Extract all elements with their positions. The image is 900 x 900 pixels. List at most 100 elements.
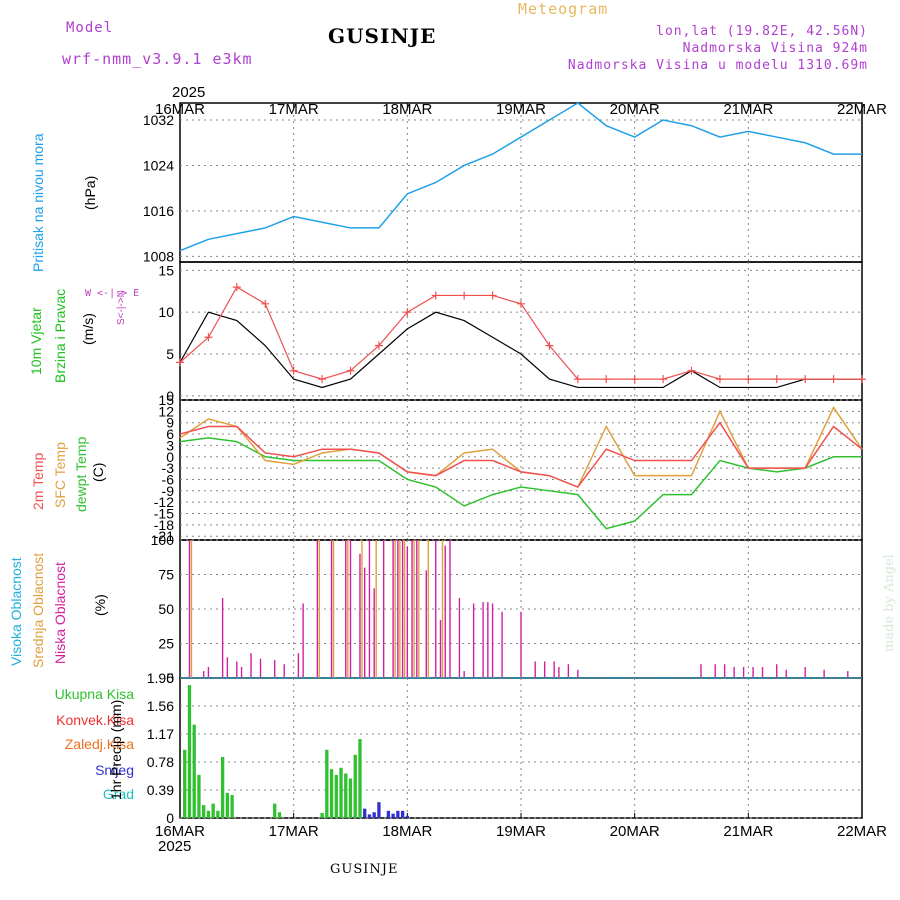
- model-label: Model: [66, 20, 114, 36]
- wind-speed-marker: [289, 366, 298, 375]
- pressure-y-tick-label: 1008: [143, 248, 174, 264]
- meteogram-label: Meteogram: [518, 0, 609, 18]
- x-tick-label-top: 18MAR: [382, 101, 432, 118]
- wind-speed-marker: [744, 375, 753, 384]
- wind-speed-marker: [374, 341, 383, 350]
- legend-hail: Grad: [102, 786, 134, 802]
- wind-speed-marker: [687, 366, 696, 375]
- temp-y-tick-label: -9: [162, 483, 175, 499]
- pressure-y-tick-label: 1032: [143, 112, 174, 128]
- wind-speed-marker: [573, 375, 582, 384]
- temp-y-tick-label: -21: [154, 528, 174, 544]
- legend-snow: Snijeg: [95, 762, 134, 778]
- wind-speed-marker: [460, 291, 469, 300]
- precip-bar-ukupna-kisa: [334, 774, 338, 818]
- precip-y-tick-label: 1.17: [147, 726, 174, 742]
- cloud-y-tick-label: 100: [151, 532, 175, 548]
- wind-speed-marker: [829, 375, 838, 384]
- lonlat-label: lon,lat (19.82E, 42.56N): [656, 24, 868, 39]
- temp-y-tick-label: -12: [154, 494, 174, 510]
- precip-bar-ukupna-kisa: [216, 810, 220, 818]
- wind-y-tick-label: 10: [158, 304, 174, 320]
- wind-speed-marker: [772, 375, 781, 384]
- x-tick-label-bottom: 20MAR: [610, 823, 660, 840]
- temp-y-tick-label: -15: [154, 506, 174, 522]
- precip-bar-ukupna-kisa: [273, 803, 277, 818]
- temp-y-tick-label: 6: [166, 426, 174, 442]
- temp2m-line: [179, 421, 863, 488]
- model-name: wrf-nmm_v3.9.1 e3km: [62, 50, 253, 68]
- precip-bar-ukupna-kisa: [192, 724, 196, 818]
- cloud-y-tick-label: 25: [158, 636, 174, 652]
- legend-frz-precip: Zaledj.Kisa: [64, 736, 134, 752]
- wind-speed-marker: [488, 291, 497, 300]
- x-tick-label-top: 19MAR: [496, 101, 546, 118]
- precip-bar-ukupna-kisa: [353, 754, 357, 818]
- precip-y-tick-label: 1.95: [147, 670, 174, 686]
- model-elevation-label: Nadmorska Visina u modelu 1310.69m: [567, 58, 868, 73]
- x-tick-label-bottom: 17MAR: [269, 823, 319, 840]
- x-tick-label-top: 22MAR: [837, 101, 887, 118]
- precip-y-tick-label: 0: [166, 810, 174, 826]
- precip-bar-ukupna-kisa: [358, 739, 362, 818]
- precip-bar-ukupna-kisa: [220, 756, 225, 818]
- precip-y-tick-label: 1.56: [147, 698, 174, 714]
- wind-gust-line: [179, 311, 862, 389]
- temp-y-tick-label: 9: [166, 415, 174, 431]
- temp-y-tick-label: 3: [166, 437, 174, 453]
- wind-speed-marker: [630, 375, 639, 384]
- wind-speed-marker: [176, 358, 184, 367]
- temp-y-tick-label: -6: [162, 471, 175, 487]
- compass-we: W <-|-> E: [85, 288, 140, 299]
- precip-bar-snijeg: [372, 812, 376, 818]
- x-tick-label-top: 20MAR: [610, 101, 660, 118]
- panel-frame-4: [179, 677, 863, 819]
- year-bottom: 2025: [158, 838, 192, 855]
- pressure-y-tick-label: 1016: [143, 203, 174, 219]
- wind-speed-marker: [431, 291, 440, 300]
- wind-speed-marker: [602, 375, 611, 384]
- precip-bar-ukupna-kisa: [348, 778, 353, 818]
- x-tick-label-bottom: 16MAR: [155, 823, 205, 840]
- pressure-y-tick-label: 1024: [143, 157, 174, 173]
- precip-bar-ukupna-kisa: [320, 812, 324, 818]
- precip-bar-ukupna-kisa: [211, 803, 215, 818]
- precip-bar-snijeg: [386, 810, 391, 818]
- precip-bar-ukupna-kisa: [183, 749, 187, 818]
- temp-y-tick-label: 0: [166, 449, 174, 465]
- precip-bar-snijeg: [367, 814, 372, 818]
- station-title: GUSINJE: [328, 24, 437, 48]
- x-tick-label-top: 21MAR: [723, 101, 773, 118]
- precip-bar-ukupna-kisa: [187, 685, 192, 818]
- precip-y-tick-label: 0.39: [147, 782, 174, 798]
- x-tick-label-top: 16MAR: [155, 101, 205, 118]
- precip-bar-ukupna-kisa: [325, 749, 329, 818]
- wind-speed-marker: [517, 299, 525, 308]
- wind-speed-marker: [403, 308, 412, 317]
- cloud-y-tick-label: 50: [158, 601, 174, 617]
- temp-y-tick-label: 12: [158, 403, 174, 419]
- precip-bar-ukupna-kisa: [344, 773, 348, 818]
- temp-y-tick-label: -18: [154, 517, 174, 533]
- precip-bar-ukupna-kisa: [202, 805, 206, 818]
- wind-speed-marker: [545, 341, 554, 350]
- elevation-label: Nadmorska Visina 924m: [682, 41, 868, 56]
- footer-station: GUSINJE: [330, 862, 399, 877]
- wind-y-tick-label: 15: [158, 262, 174, 278]
- wind-y-tick-label: 5: [166, 346, 174, 362]
- wind-speed-marker: [204, 333, 213, 342]
- precip-bar-snijeg: [377, 802, 381, 818]
- wind-speed-marker: [318, 375, 327, 384]
- precip-bar-ukupna-kisa: [329, 769, 334, 818]
- precip-bar-ukupna-kisa: [277, 812, 282, 818]
- precip-bar-ukupna-kisa: [197, 774, 201, 818]
- wind-speed-marker: [801, 375, 810, 384]
- wind-speed-marker: [659, 375, 668, 384]
- wind-speed-marker: [232, 283, 241, 292]
- wind-speed-marker: [715, 375, 724, 384]
- legend-conv-precip: Konvek.Kisa: [56, 712, 134, 728]
- precip-bar-snijeg: [400, 810, 405, 818]
- wind-y-tick-label: 0: [166, 388, 174, 404]
- x-tick-label-bottom: 18MAR: [382, 823, 432, 840]
